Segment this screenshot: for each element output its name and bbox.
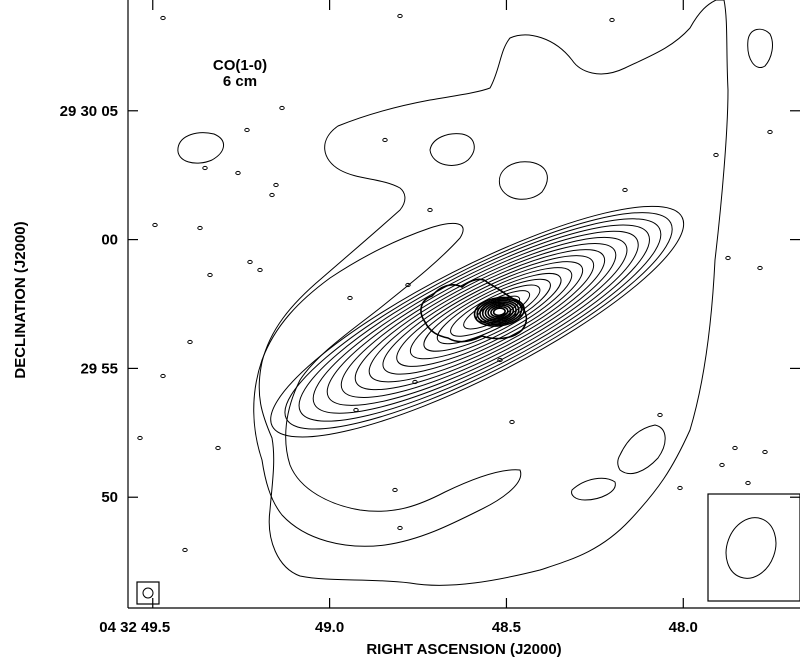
y-tick-label: 29 30 05	[60, 103, 118, 120]
continuum-contour-level	[492, 307, 506, 317]
noise-contour	[719, 462, 725, 468]
continuum-contour-level	[490, 305, 509, 318]
co-contour-core-group	[270, 205, 685, 438]
co-beam-box	[136, 581, 160, 605]
y-axis-ticks: 29 30 05 00 29 55 50	[60, 103, 800, 506]
continuum-contour-irregular	[420, 278, 528, 343]
continuum-beam-box	[707, 493, 800, 602]
noise-contour	[725, 255, 731, 261]
noise-contour	[273, 182, 279, 188]
noise-contour	[207, 272, 213, 278]
continuum-contour-level	[473, 296, 526, 327]
noise-contour	[412, 379, 418, 385]
x-tick-label: 49.0	[315, 619, 344, 636]
noise-contour	[713, 152, 719, 158]
noise-contour	[745, 480, 751, 486]
y-axis-title: DECLINATION (J2000)	[12, 221, 29, 378]
co-contour-level	[326, 230, 639, 406]
co-contour-island-northwest	[177, 132, 224, 164]
noise-contour	[160, 15, 166, 21]
co-beam-inset	[136, 581, 160, 605]
co-contour-level	[298, 218, 662, 422]
noise-contour	[257, 267, 263, 273]
noise-contour	[202, 165, 208, 171]
noise-contour	[382, 137, 388, 143]
noise-contour	[622, 187, 628, 193]
noise-contours	[137, 13, 773, 553]
noise-contour	[732, 445, 738, 451]
noise-contour	[427, 207, 433, 213]
noise-contour	[497, 357, 503, 363]
x-axis-ticks: 04 32 49.5 49.0 48.5 48.0	[99, 0, 698, 636]
continuum-contour-core-group	[473, 296, 526, 327]
co-contour-level	[270, 205, 685, 438]
noise-contour	[247, 259, 253, 265]
noise-contour	[279, 105, 285, 111]
emission-annotation: CO(1-0) 6 cm	[213, 57, 267, 90]
noise-contour	[677, 485, 683, 491]
noise-contour	[405, 282, 411, 288]
noise-contour	[392, 487, 398, 493]
noise-contour	[657, 412, 663, 418]
noise-contour	[347, 295, 353, 301]
noise-contour	[509, 419, 515, 425]
co-beam-ellipse	[142, 587, 154, 599]
continuum-contour-level	[479, 299, 520, 324]
noise-contour	[269, 192, 275, 198]
noise-contour	[353, 407, 359, 413]
y-tick-label: 50	[101, 489, 118, 506]
co-contour-level	[396, 261, 584, 367]
co-contour-hole-1	[498, 161, 548, 200]
x-tick-label: 04 32 49.5	[99, 619, 170, 636]
noise-contour	[235, 170, 241, 176]
continuum-contour-level	[476, 298, 523, 326]
x-axis-title: RIGHT ASCENSION (J2000)	[366, 641, 561, 658]
co-contour-filament-west	[253, 222, 522, 547]
co-contour-level	[409, 267, 573, 360]
noise-contour	[215, 445, 221, 451]
y-tick-label: 29 55	[80, 360, 118, 377]
noise-contour	[152, 222, 158, 228]
noise-contour	[609, 17, 615, 23]
co-contour-hole-2	[429, 133, 475, 166]
noise-contour	[197, 225, 203, 231]
co-contour-level	[368, 249, 606, 383]
continuum-beam-ellipse	[725, 517, 777, 579]
noise-contour	[762, 449, 768, 455]
annotation-line: 6 cm	[223, 73, 257, 90]
co-contour-level	[382, 255, 595, 375]
continuum-beam-inset	[707, 493, 800, 602]
noise-contour	[187, 339, 193, 345]
co-contour-level	[354, 243, 617, 391]
annotation-line: CO(1-0)	[213, 57, 267, 74]
noise-contour	[767, 129, 773, 135]
co-contour-island-southeast	[617, 424, 666, 474]
continuum-contour-level	[487, 304, 512, 320]
noise-contour	[397, 13, 403, 19]
noise-contour	[160, 373, 166, 379]
contour-layer	[137, 0, 773, 586]
co-contour-level	[284, 212, 673, 430]
co-contour-island-northeast	[747, 28, 773, 68]
x-tick-label: 48.5	[492, 619, 521, 636]
continuum-contour-level	[481, 301, 517, 323]
co-contour-outer-envelope	[258, 0, 729, 586]
noise-contour	[757, 265, 763, 271]
co-contour-island-south	[571, 477, 616, 501]
noise-contour	[244, 127, 250, 133]
noise-contour	[137, 435, 143, 441]
noise-contour	[397, 525, 403, 531]
co-contour-level	[423, 273, 562, 352]
continuum-contour-level	[484, 302, 515, 321]
noise-contour	[182, 547, 188, 553]
x-tick-label: 48.0	[669, 619, 698, 636]
y-tick-label: 00	[101, 232, 118, 249]
